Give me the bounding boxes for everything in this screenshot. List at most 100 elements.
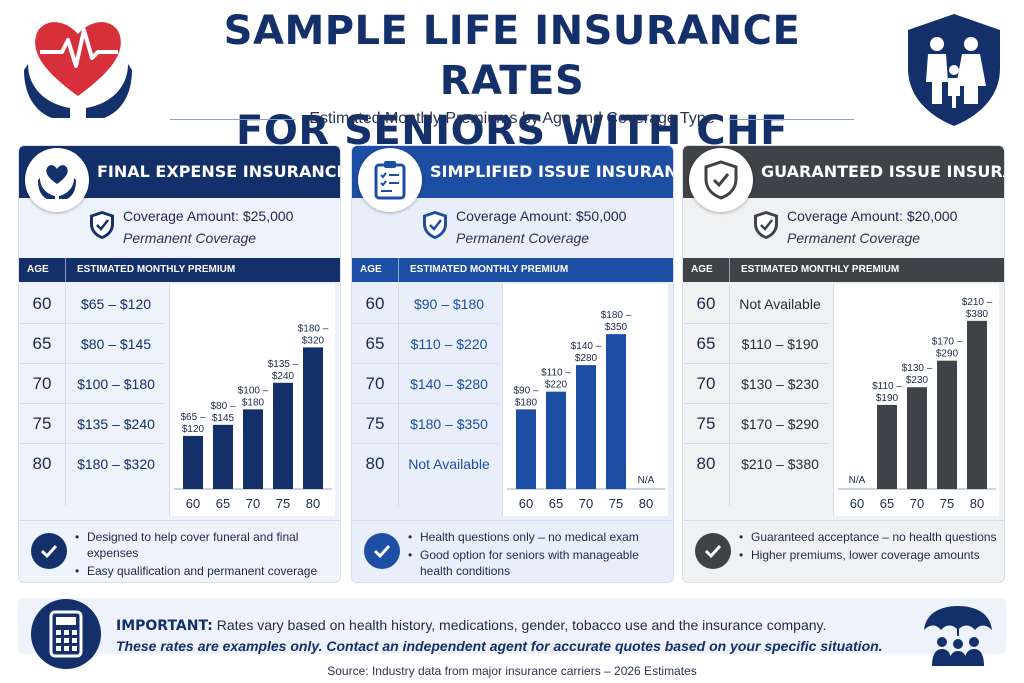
- bar-chart-svg: $90 – $180 60 $110 – $220 65 $140 – $280 70 $180 …: [507, 310, 665, 511]
- x-tick-label: 70: [246, 496, 260, 511]
- important-text: IMPORTANT: Rates vary based on health hi…: [116, 617, 826, 634]
- age-cell: 75: [365, 414, 385, 433]
- bar: [213, 424, 233, 489]
- x-tick-label: 60: [186, 496, 200, 511]
- clipboard-checklist-icon: [358, 148, 422, 212]
- table-row: 80 Not Available: [352, 444, 500, 484]
- source-note: Source: Industry data from major insuran…: [327, 664, 697, 678]
- table-header: AGE ESTIMATED MONTHLY PREMIUM: [352, 258, 673, 282]
- x-tick-label: 65: [549, 496, 563, 511]
- premium-cell: $90 – $180: [413, 296, 485, 312]
- premium-cell: $135 – $240: [77, 416, 155, 432]
- panel-footer: Designed to help cover funeral and final…: [19, 520, 340, 582]
- important-label: IMPORTANT:: [116, 618, 213, 634]
- premium-cell: $130 – $230: [741, 376, 819, 392]
- x-tick-label: 75: [609, 496, 623, 511]
- bar: [606, 334, 626, 489]
- premium-cell: Not Available: [739, 296, 821, 312]
- shield-check-icon: [754, 211, 778, 239]
- panel-footer: Guaranteed acceptance – no health questi…: [683, 520, 1004, 582]
- heart-in-hands-icon: [25, 148, 89, 212]
- coverage-amount: Coverage Amount: $20,000: [787, 208, 958, 224]
- age-cell: 60: [365, 294, 385, 313]
- check-icon: [364, 533, 400, 569]
- list-item: Health questions only – no medical exam: [408, 529, 668, 545]
- premium-cell: $170 – $290: [741, 416, 819, 432]
- bar: [877, 404, 897, 489]
- bar-chart: N/A 60 $110 – $190 65 $130 – $230 70 $170 – $290 7…: [833, 284, 999, 516]
- bar-data-label: $130 – $230: [902, 363, 933, 386]
- bar-data-label: $170 – $290: [932, 337, 963, 360]
- premium-cell: $180 – $320: [77, 456, 155, 472]
- shield-check-icon: [90, 211, 114, 239]
- check-icon: [31, 533, 67, 569]
- table-row: 65 $110 – $190: [683, 324, 831, 364]
- premium-cell: $140 – $280: [410, 376, 488, 392]
- age-cell: 65: [32, 334, 52, 353]
- premium-cell: $210 – $380: [741, 456, 819, 472]
- column-header-age: AGE: [27, 264, 49, 275]
- age-cell: 65: [696, 334, 716, 353]
- age-cell: 60: [696, 294, 716, 313]
- bar: [967, 320, 987, 489]
- bar-data-label: $140 – $280: [571, 341, 602, 364]
- table-row: 80 $180 – $320: [19, 444, 167, 484]
- table-row: 60 Not Available: [683, 284, 831, 324]
- bar: [243, 409, 263, 489]
- coverage-type: Permanent Coverage: [787, 230, 921, 246]
- page-title: SAMPLE LIFE INSURANCE RATES FOR SENIORS …: [223, 8, 801, 154]
- table-row: 75 $180 – $350: [352, 404, 500, 444]
- coverage-type: Permanent Coverage: [456, 230, 590, 246]
- age-cell: 75: [696, 414, 716, 433]
- age-cell: 65: [365, 334, 385, 353]
- important-disclaimer: These rates are examples only. Contact a…: [116, 638, 883, 654]
- bar: [273, 382, 293, 489]
- bar-chart: $90 – $180 60 $110 – $220 65 $140 – $280 70 $180 …: [502, 284, 668, 516]
- table-header: AGE ESTIMATED MONTHLY PREMIUM: [19, 258, 340, 282]
- divider: [728, 118, 854, 120]
- coverage-type: Permanent Coverage: [123, 230, 257, 246]
- shield-check-icon: [689, 148, 753, 212]
- bar: [546, 391, 566, 489]
- bar: [907, 387, 927, 489]
- age-cell: 70: [696, 374, 716, 393]
- shield-check-icon: [423, 211, 447, 239]
- x-tick-label: 60: [850, 496, 864, 511]
- x-tick-label: 65: [880, 496, 894, 511]
- check-icon: [695, 533, 731, 569]
- age-cell: 80: [32, 454, 52, 473]
- table-row: 70 $140 – $280: [352, 364, 500, 404]
- age-cell: 60: [32, 294, 52, 313]
- family-shield-icon: [908, 14, 1000, 126]
- bar: [516, 409, 536, 489]
- coverage-amount: Coverage Amount: $25,000: [123, 208, 294, 224]
- table-header: AGE ESTIMATED MONTHLY PREMIUM: [683, 258, 1004, 282]
- bar-data-label: N/A: [638, 475, 655, 486]
- bar-data-label: $100 – $180: [238, 385, 269, 408]
- panel-title: FINAL EXPENSE INSURANCE: [97, 162, 341, 181]
- age-cell: 80: [365, 454, 385, 473]
- panel-simplified-issue: SIMPLIFIED ISSUE INSURANCE Coverage Amou…: [351, 145, 674, 583]
- bar-chart: $65 – $120 60 $80 – $145 65 $100 – $180 70 $135 –…: [169, 284, 335, 516]
- x-tick-label: 75: [940, 496, 954, 511]
- coverage-info: Coverage Amount: $20,000 Permanent Cover…: [753, 206, 993, 250]
- rate-table: 60 $65 – $120 65 $80 – $145 70 $100 – $180 …: [19, 284, 167, 484]
- rate-table: 60 Not Available 65 $110 – $190 70 $130 – $…: [683, 284, 831, 484]
- x-tick-label: 80: [639, 496, 653, 511]
- x-tick-label: 80: [306, 496, 320, 511]
- bar: [183, 435, 203, 489]
- panel-guaranteed-issue: GUARANTEED ISSUE INSURANCE Coverage Amou…: [682, 145, 1005, 583]
- rate-table: 60 $90 – $180 65 $110 – $220 70 $140 – $280…: [352, 284, 500, 484]
- bar-data-label: $110 – $220: [541, 368, 571, 391]
- premium-cell: $180 – $350: [410, 416, 488, 432]
- table-row: 65 $110 – $220: [352, 324, 500, 364]
- age-cell: 70: [32, 374, 52, 393]
- column-header-age: AGE: [691, 264, 713, 275]
- premium-cell: $100 – $180: [77, 376, 155, 392]
- list-item: Guaranteed acceptance – no health questi…: [739, 529, 999, 545]
- x-tick-label: 70: [910, 496, 924, 511]
- table-row: 65 $80 – $145: [19, 324, 167, 364]
- umbrella-family-icon: [924, 606, 992, 666]
- table-row: 60 $65 – $120: [19, 284, 167, 324]
- coverage-info: Coverage Amount: $50,000 Permanent Cover…: [422, 206, 662, 250]
